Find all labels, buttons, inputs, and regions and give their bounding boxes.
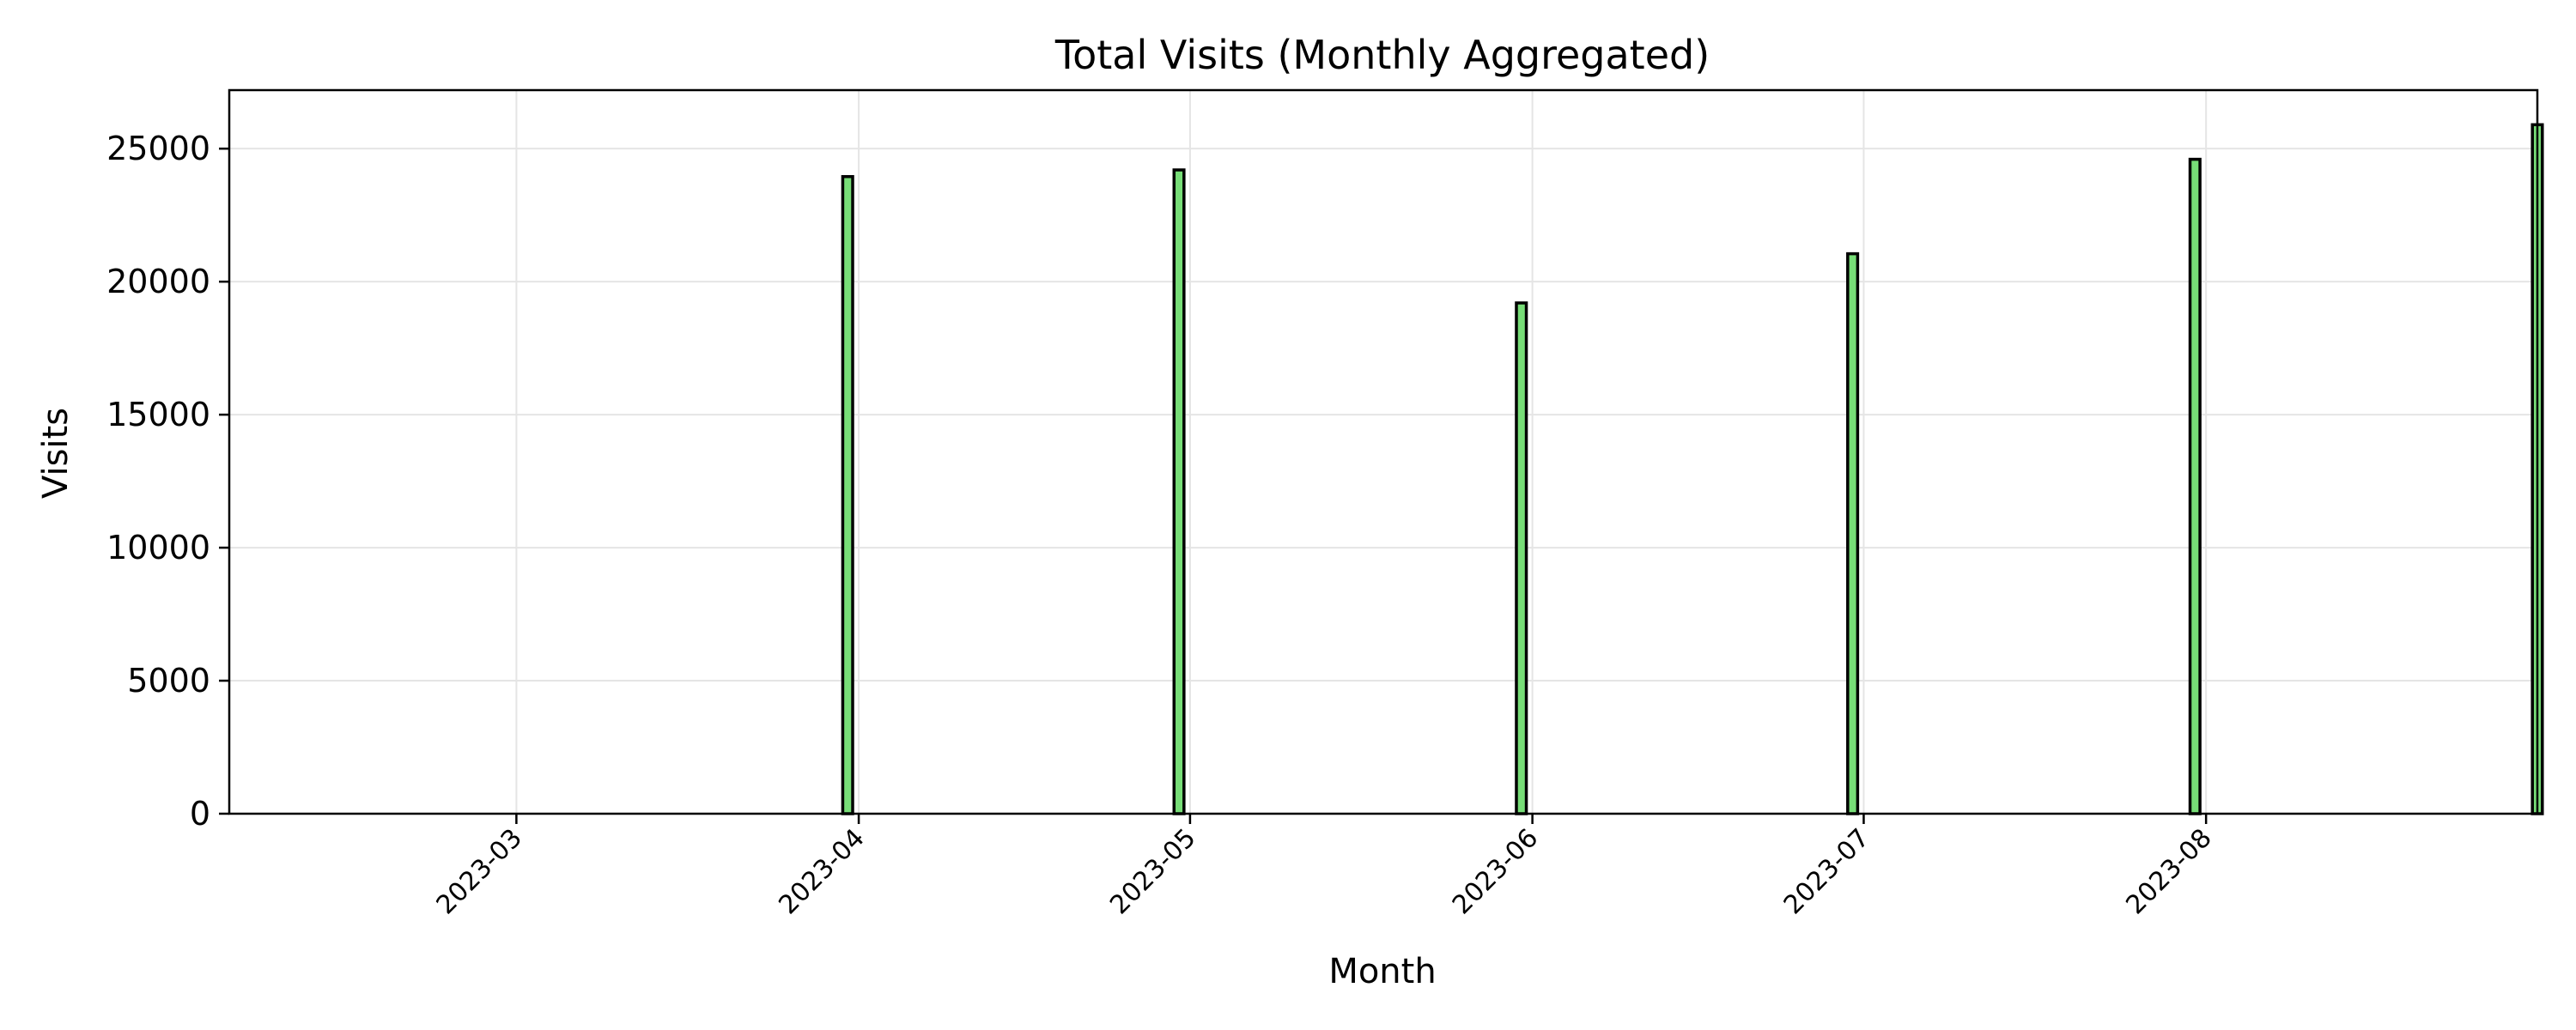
plot-frame	[228, 88, 2539, 815]
y-tick-label: 5000	[127, 662, 210, 700]
x-tick-label: 2023-03	[431, 823, 528, 920]
y-tick-label: 25000	[106, 130, 210, 167]
bar	[1846, 251, 1860, 815]
bar	[1172, 168, 1186, 815]
y-axis-label: Visits	[36, 408, 76, 499]
y-tick-label: 0	[190, 795, 210, 833]
x-tick-label: 2023-08	[2120, 823, 2217, 920]
bar	[2188, 157, 2202, 815]
y-tick-label: 20000	[106, 263, 210, 300]
chart-title: Total Visits (Monthly Aggregated)	[1054, 32, 1710, 78]
bars	[841, 123, 2544, 815]
grid	[229, 90, 2537, 815]
x-axis-label: Month	[1328, 952, 1436, 991]
x-axis: 2023-03 2023-04 2023-05 2023-06 2023-07 2023-…	[431, 814, 2218, 920]
bar	[1515, 301, 1528, 815]
x-tick-label: 2023-07	[1778, 823, 1875, 920]
x-tick-label: 2023-05	[1104, 823, 1201, 920]
x-tick-label: 2023-06	[1447, 823, 1544, 920]
y-tick-label: 15000	[106, 396, 210, 433]
y-tick-label: 10000	[106, 529, 210, 566]
x-tick-label: 2023-04	[773, 823, 870, 920]
bar	[841, 174, 854, 815]
y-axis: 0 5000 10000 15000 20000 25000	[106, 130, 229, 833]
